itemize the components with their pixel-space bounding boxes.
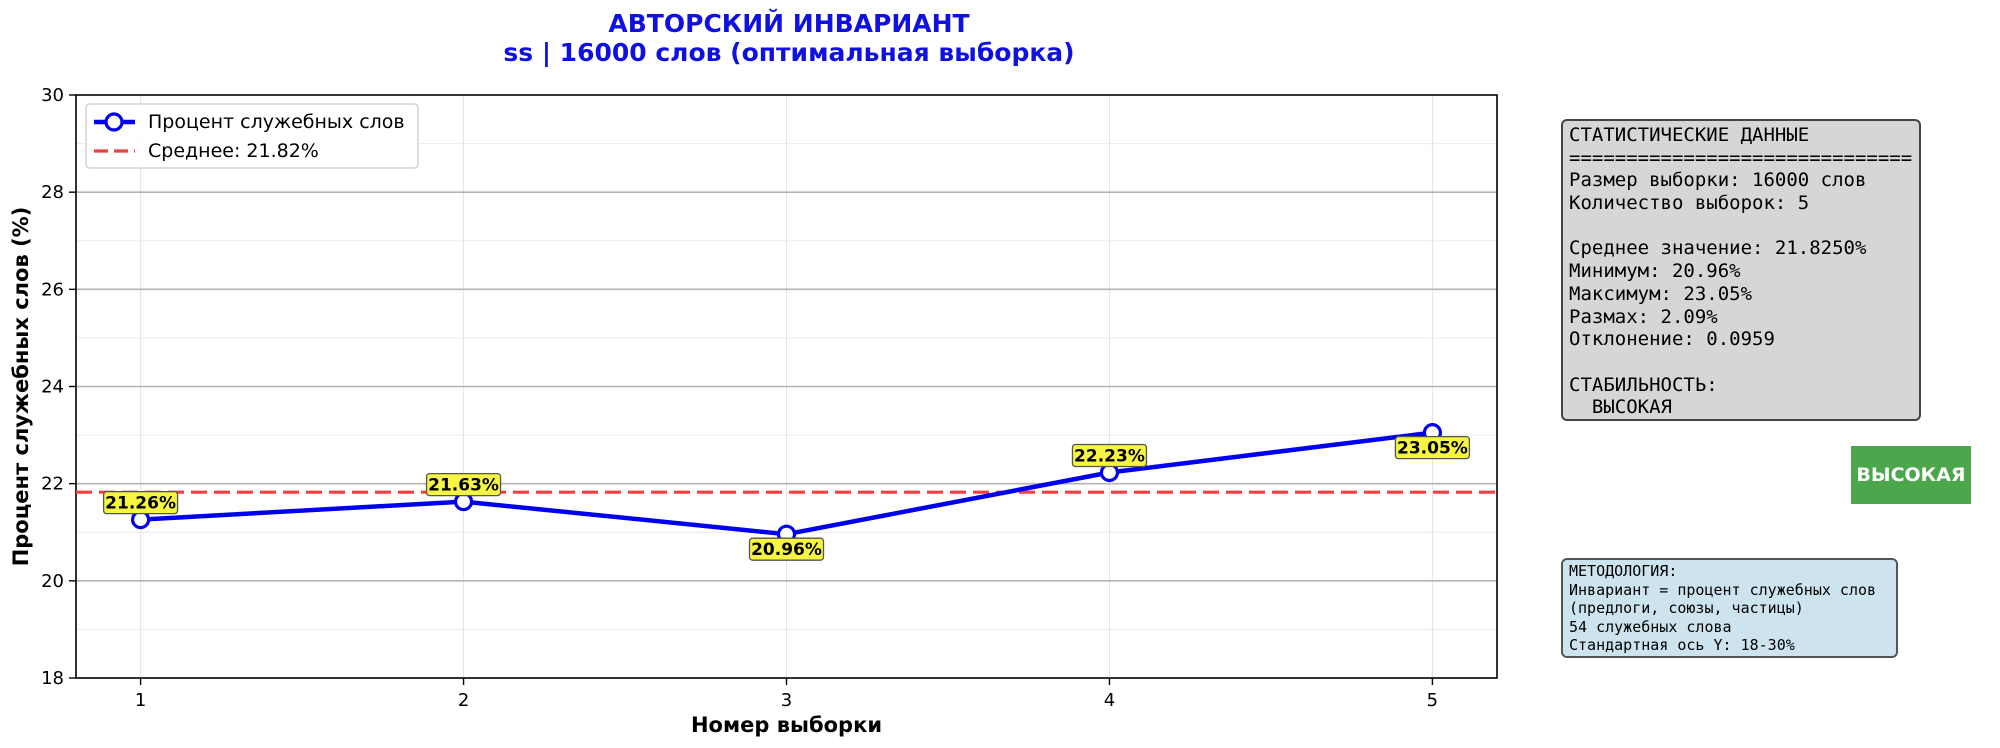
major-grid — [76, 191, 1497, 582]
y-tick-label: 20 — [41, 571, 64, 592]
point-labels: 21.26% 21.63% 20.96% 22.23% 23.05% — [102, 436, 1471, 561]
methodology-panel: МЕТОДОЛОГИЯ: Инвариант = процент служебны… — [1561, 558, 1898, 658]
data-label: 21.63% — [428, 476, 499, 496]
panel-line: (предлоги, союзы, частицы) — [1569, 599, 1804, 617]
chart-title-line2: ss | 16000 слов (оптимальная выборка) — [503, 38, 1075, 67]
data-label: 20.96% — [751, 540, 822, 560]
panel-line: Размах: 2.09% — [1569, 305, 1718, 328]
panel-line: ВЫСОКАЯ — [1569, 396, 1672, 419]
y-tick-label: 26 — [41, 279, 64, 300]
panel-line: Инвариант = процент служебных слов — [1569, 580, 1877, 599]
panel-line: Максимум: 23.05% — [1569, 282, 1753, 305]
series-layer — [130, 423, 1443, 544]
panel-line: Минимум: 20.96% — [1569, 260, 1741, 283]
stability-badge: ВЫСОКАЯ — [1851, 446, 1971, 504]
y-axis-label: Процент служебных слов (%) — [9, 207, 33, 567]
data-label: 21.26% — [105, 494, 176, 514]
data-label: 23.05% — [1397, 439, 1468, 459]
panel-line: Отклонение: 0.0959 — [1569, 328, 1775, 351]
legend-series-marker — [104, 112, 124, 132]
x-axis-label: Номер выборки — [691, 713, 882, 737]
legend-mean-label: Среднее: 21.82% — [148, 140, 319, 162]
legend-box — [85, 103, 419, 169]
panel-line: Размер выборки: 16000 слов — [1569, 169, 1867, 192]
panel-line: Количество выборок: 5 — [1569, 192, 1810, 215]
x-tick-label: 3 — [781, 690, 792, 711]
panel-line — [1569, 351, 1913, 374]
y-tick-label: 22 — [41, 474, 64, 495]
y-tick-label: 28 — [41, 182, 64, 203]
panel-line: СТАТИСТИЧЕСКИЕ ДАННЫЕ — [1569, 124, 1810, 146]
panel-line: МЕТОДОЛОГИЯ: — [1569, 562, 1678, 580]
chart-title-line1: АВТОРСКИЙ ИНВАРИАНТ — [608, 9, 970, 38]
y-tick-label: 24 — [41, 377, 64, 398]
panel-line — [1569, 215, 1913, 238]
y-tick-label: 18 — [41, 668, 64, 689]
data-label-box — [102, 490, 179, 515]
legend-series-label: Процент служебных слов — [148, 111, 405, 133]
x-tick-label: 2 — [458, 690, 469, 711]
panel-line: СТАБИЛЬНОСТЬ: — [1569, 373, 1718, 396]
data-label: 22.23% — [1074, 446, 1145, 466]
panel-line: ============================== — [1569, 146, 1913, 169]
panel-line: 54 служебных слова — [1569, 617, 1732, 636]
y-tick-label: 30 — [41, 85, 64, 106]
statistics-panel: СТАТИСТИЧЕСКИЕ ДАННЫЕ ===================… — [1561, 119, 1921, 421]
data-label-box — [748, 537, 825, 561]
x-tick-label: 4 — [1104, 690, 1115, 711]
data-label-box — [1071, 443, 1148, 468]
panel-line: Среднее значение: 21.8250% — [1569, 237, 1867, 260]
data-label-box — [1394, 436, 1471, 460]
legend: Процент служебных слов Среднее: 21.82% — [85, 103, 419, 169]
axes: 18 20 22 24 26 28 30 1 2 3 4 5 Номер выборки Процент … — [9, 85, 1498, 737]
x-tick-label: 5 — [1427, 690, 1438, 711]
panel-line: Стандартная ось Y: 18-30% — [1569, 636, 1795, 654]
x-tick-label: 1 — [135, 690, 146, 711]
data-label-box — [425, 472, 502, 497]
